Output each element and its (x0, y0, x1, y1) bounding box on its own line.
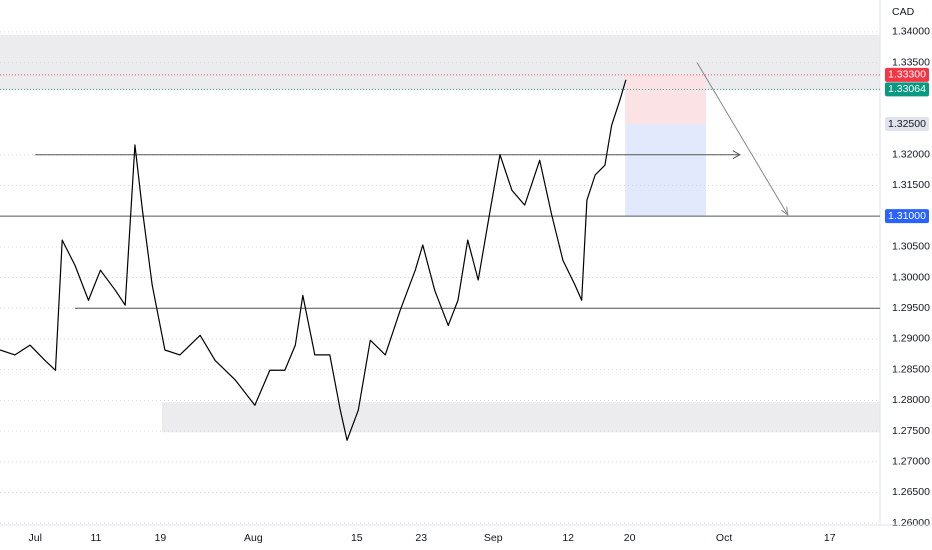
price-label-box (885, 67, 929, 82)
y-tick-label: 1.28000 (892, 394, 930, 406)
y-tick-label: 1.30500 (892, 241, 930, 253)
price-label: 1.31000 (888, 210, 926, 222)
arrow-head (781, 206, 789, 217)
y-tick-label: 1.28500 (892, 363, 930, 375)
currency-label: CAD (892, 6, 915, 18)
y-tick-label: 1.27000 (892, 456, 930, 468)
price-label: 1.32500 (888, 118, 926, 130)
x-tick-label: 23 (415, 532, 427, 544)
price-label-box (885, 209, 929, 224)
price-label-box (885, 117, 929, 132)
price-label: 1.33064 (888, 83, 926, 95)
y-tick-label: 1.33500 (892, 56, 930, 68)
x-tick-label: Jul (29, 532, 42, 544)
price-label-box (885, 82, 929, 97)
y-tick-label: 1.29500 (892, 302, 930, 314)
y-tick-label: 1.34000 (892, 26, 930, 38)
x-tick-label: 11 (90, 532, 101, 544)
zone (625, 74, 707, 125)
x-tick-label: 15 (351, 532, 363, 544)
price-label: 1.33300 (888, 69, 926, 81)
y-tick-label: 1.32000 (892, 149, 930, 161)
y-tick-label: 1.27500 (892, 425, 930, 437)
zone (161, 402, 880, 433)
x-tick-label: Aug (244, 532, 263, 544)
y-tick-label: 1.31500 (892, 179, 930, 191)
x-tick-label: 12 (562, 532, 574, 544)
price-line (0, 79, 627, 441)
y-tick-label: 1.26000 (892, 517, 930, 529)
trend-arrow (696, 62, 789, 216)
arrow-head (732, 150, 741, 160)
x-tick-label: 19 (155, 532, 167, 544)
y-tick-label: 1.30000 (892, 271, 930, 283)
x-tick-label: 20 (624, 532, 636, 544)
y-tick-label: 1.26500 (892, 486, 930, 498)
x-tick-label: 17 (824, 532, 836, 544)
zone (625, 124, 707, 217)
x-tick-label: Sep (484, 532, 503, 544)
y-tick-label: 1.29000 (892, 333, 930, 345)
x-tick-label: Oct (716, 532, 732, 544)
